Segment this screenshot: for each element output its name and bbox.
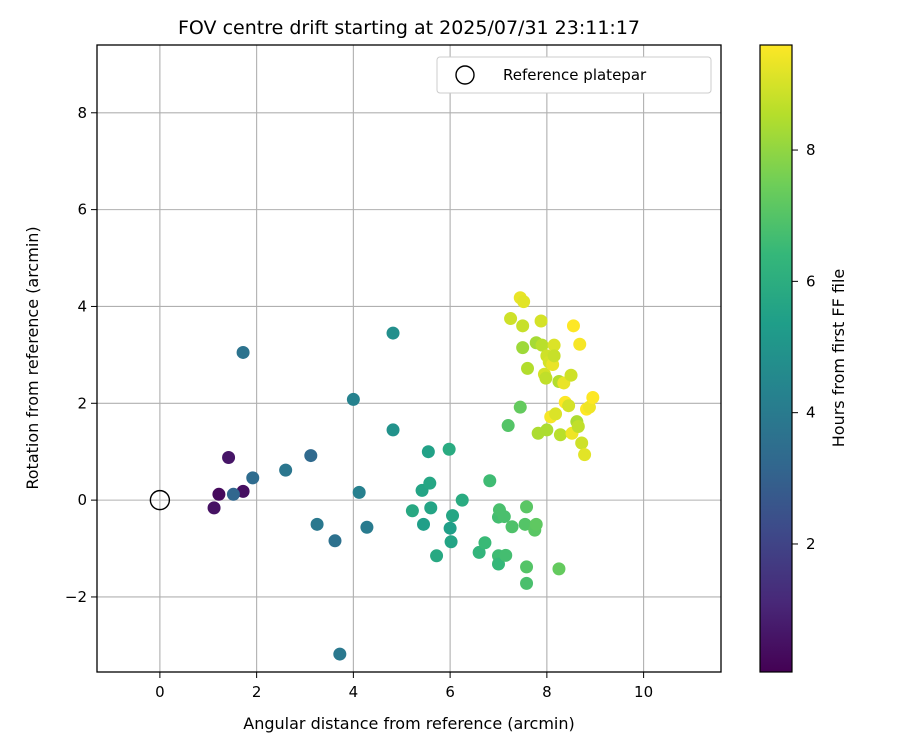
data-point	[246, 471, 260, 485]
data-point	[386, 326, 400, 340]
data-point	[472, 545, 486, 559]
colorbar-tick-label: 8	[806, 141, 816, 159]
data-point	[222, 451, 236, 465]
data-point	[333, 647, 347, 661]
data-point	[549, 407, 563, 421]
data-point	[455, 493, 469, 507]
data-point	[279, 463, 293, 477]
data-point	[405, 504, 419, 518]
data-point	[430, 549, 444, 563]
colorbar: 2 4 6 8 Hours from first FF file	[759, 44, 848, 673]
colorbar-frame	[759, 44, 793, 673]
reference-marker-group	[149, 489, 171, 511]
legend-reference-label: Reference platepar	[503, 66, 647, 84]
data-point	[562, 399, 576, 413]
data-point	[226, 487, 240, 501]
x-tick-label: 2	[252, 683, 262, 701]
data-point	[499, 548, 513, 562]
data-point	[520, 576, 534, 590]
x-tick-label: 4	[349, 683, 359, 701]
data-point	[547, 338, 561, 352]
plot-frame	[96, 44, 722, 673]
reference-marker	[149, 489, 171, 511]
data-point	[207, 501, 221, 515]
data-point	[212, 487, 226, 501]
data-point	[417, 517, 431, 531]
y-tick-label: 2	[77, 394, 87, 412]
data-point	[442, 442, 456, 456]
data-point	[578, 448, 592, 462]
data-point	[535, 338, 549, 352]
legend-box	[436, 56, 712, 94]
colorbar-tick-label: 6	[806, 272, 816, 290]
y-tick-label: 8	[77, 104, 87, 122]
data-point	[571, 420, 585, 434]
colorbar-ticks: 2 4 6 8	[792, 141, 816, 553]
data-point	[518, 517, 532, 531]
data-point	[553, 428, 567, 442]
data-point	[566, 319, 580, 333]
data-point	[573, 337, 587, 351]
data-point	[520, 560, 534, 574]
x-axis-ticks: 0 2 4 6 8 10	[155, 672, 653, 701]
y-tick-label: 0	[77, 491, 87, 509]
data-point	[547, 349, 561, 363]
data-point	[352, 485, 366, 499]
data-point	[478, 536, 492, 550]
data-point	[501, 419, 515, 433]
data-point	[446, 509, 460, 523]
grid-lines	[97, 45, 721, 672]
colorbar-tick-label: 2	[806, 535, 816, 553]
data-point	[504, 312, 518, 326]
data-point	[516, 341, 530, 355]
x-tick-label: 8	[542, 683, 552, 701]
data-point	[540, 423, 554, 437]
data-point	[310, 517, 324, 531]
data-point	[521, 361, 535, 375]
data-point	[346, 392, 360, 406]
data-point	[444, 535, 458, 549]
data-point	[497, 510, 511, 524]
data-point	[539, 371, 553, 385]
data-point	[520, 500, 534, 514]
colorbar-label: Hours from first FF file	[829, 269, 848, 448]
data-point	[421, 445, 435, 459]
colorbar-gradient	[760, 45, 792, 672]
data-point	[517, 295, 531, 309]
data-points	[207, 291, 600, 661]
x-tick-label: 6	[445, 683, 455, 701]
x-axis-label: Angular distance from reference (arcmin)	[243, 714, 574, 733]
data-point	[483, 474, 497, 488]
y-tick-label: 6	[77, 201, 87, 219]
data-point	[423, 476, 437, 490]
data-point	[552, 562, 566, 576]
y-tick-label: −2	[65, 588, 87, 606]
y-axis-label: Rotation from reference (arcmin)	[23, 226, 42, 489]
legend: Reference platepar	[436, 56, 712, 94]
data-point	[443, 521, 457, 535]
data-point	[575, 436, 589, 450]
data-point	[516, 319, 530, 333]
legend-reference-marker	[455, 65, 475, 85]
data-point	[304, 449, 318, 463]
data-point	[424, 501, 438, 515]
data-point	[513, 400, 527, 414]
data-point	[586, 390, 600, 404]
data-point	[529, 517, 543, 531]
data-point	[564, 368, 578, 382]
data-point	[360, 520, 374, 534]
x-tick-label: 0	[155, 683, 165, 701]
colorbar-tick-label: 4	[806, 404, 816, 422]
data-point	[505, 520, 519, 534]
chart-title: FOV centre drift starting at 2025/07/31 …	[178, 17, 640, 39]
data-point	[328, 534, 342, 548]
data-point	[236, 345, 250, 359]
data-point	[491, 557, 505, 571]
y-tick-label: 4	[77, 297, 87, 315]
y-axis-ticks: −2 0 2 4 6 8	[65, 104, 97, 606]
x-tick-label: 10	[634, 683, 653, 701]
data-point	[386, 423, 400, 437]
data-point	[534, 314, 548, 328]
